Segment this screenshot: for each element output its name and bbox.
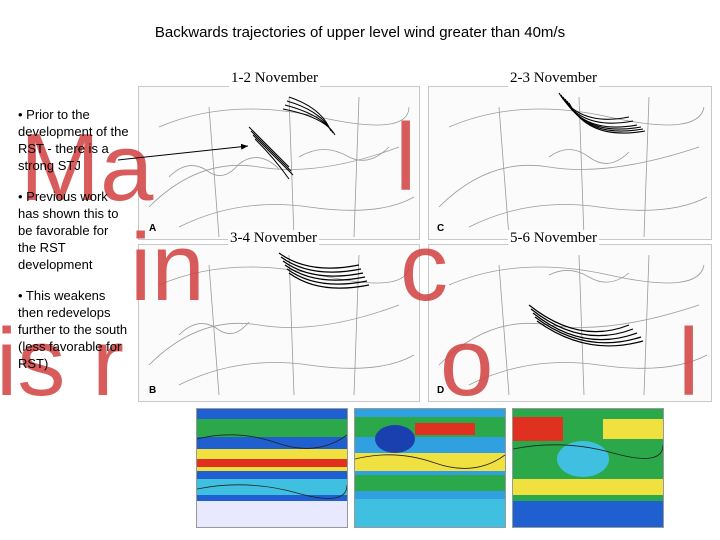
bullet-list: • Prior to the development of the RST - …: [18, 106, 130, 386]
panel-label-3-4-november: 3-4 November: [228, 230, 320, 247]
panel-tag: C: [437, 223, 445, 234]
trajectory-map-5-6-november: D: [428, 244, 712, 402]
bullet-item: • Prior to the development of the RST - …: [18, 107, 129, 173]
panel-label-1-2-november: 1-2 November: [229, 70, 321, 87]
panel-tag: B: [149, 385, 157, 396]
panel-label-2-3-november: 2-3 November: [508, 70, 600, 87]
wind-speed-map-3: [512, 408, 664, 528]
trajectory-map-3-4-november: B: [138, 244, 420, 402]
panel-tag: D: [437, 385, 445, 396]
bullet-item: • This weakens then redevelops further t…: [18, 288, 128, 371]
wind-speed-map-2: [354, 408, 506, 528]
trajectory-map-1-2-november: A: [138, 86, 420, 240]
trajectory-map-2-3-november: C: [428, 86, 712, 240]
slide-title: Backwards trajectories of upper level wi…: [154, 24, 566, 41]
panel-label-5-6-november: 5-6 November: [508, 230, 600, 247]
bullet-item: • Previous work has shown this to be fav…: [18, 189, 119, 272]
panel-tag: A: [149, 223, 157, 234]
wind-speed-map-1: [196, 408, 348, 528]
